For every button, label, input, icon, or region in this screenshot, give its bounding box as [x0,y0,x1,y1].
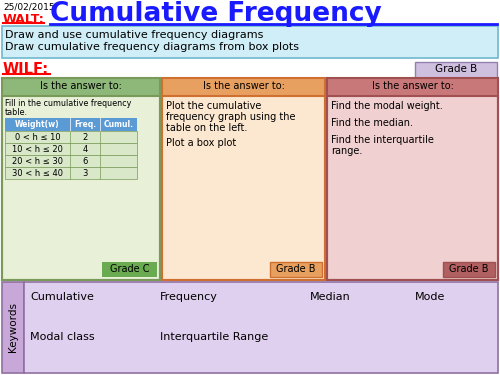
Bar [327,78,498,280]
Bar [5,143,137,155]
Text: Freq.: Freq. [74,120,96,129]
Text: Is the answer to:: Is the answer to: [372,81,454,91]
Bar [2,282,24,373]
Bar [2,26,498,58]
Text: WALT:: WALT: [3,13,45,26]
Bar [270,262,322,277]
Text: Keywords: Keywords [8,303,18,352]
Text: Cumulative: Cumulative [30,292,94,302]
Text: 6: 6 [82,157,87,166]
Text: Find the modal weight.: Find the modal weight. [331,101,443,111]
Bar [327,78,498,96]
Bar [162,78,325,96]
Bar [102,262,157,277]
Text: Cumul.: Cumul. [104,120,134,129]
Bar [24,282,498,373]
Bar [5,155,137,167]
Text: Interquartile Range: Interquartile Range [160,333,268,342]
Text: Is the answer to:: Is the answer to: [40,81,122,91]
Text: table.: table. [5,108,28,117]
Bar [2,78,160,96]
Text: 20 < h ≤ 30: 20 < h ≤ 30 [12,157,63,166]
Text: 2: 2 [82,133,87,142]
Bar [5,118,137,131]
Text: 10 < h ≤ 20: 10 < h ≤ 20 [12,145,63,154]
Text: Draw cumulative frequency diagrams from box plots: Draw cumulative frequency diagrams from … [5,42,299,52]
Bar [415,62,497,79]
Text: 0 < h ≤ 10: 0 < h ≤ 10 [14,133,60,142]
Text: Weight(w): Weight(w) [15,120,60,129]
Text: Find the interquartile: Find the interquartile [331,135,434,145]
Text: frequency graph using the: frequency graph using the [166,112,296,122]
Text: Frequency: Frequency [160,292,218,302]
Text: 30 < h ≤ 40: 30 < h ≤ 40 [12,169,63,178]
Text: Is the answer to:: Is the answer to: [202,81,284,91]
Text: Grade B: Grade B [435,64,477,74]
Text: 3: 3 [82,169,87,178]
Text: Find the median.: Find the median. [331,118,413,128]
Text: Median: Median [310,292,351,302]
Text: Fill in the cumulative frequency: Fill in the cumulative frequency [5,99,132,108]
Text: Grade B: Grade B [449,264,489,274]
Text: range.: range. [331,146,362,156]
Text: Modal class: Modal class [30,333,94,342]
Text: 4: 4 [82,145,87,154]
Bar [443,262,495,277]
Text: Draw and use cumulative frequency diagrams: Draw and use cumulative frequency diagra… [5,30,264,40]
Text: Plot a box plot: Plot a box plot [166,138,236,148]
Bar [2,78,160,280]
Bar [2,96,160,280]
Text: WILF:: WILF: [3,62,49,77]
Bar [5,131,137,143]
Text: Cumulative Frequency: Cumulative Frequency [50,1,382,27]
Text: table on the left.: table on the left. [166,123,248,133]
Bar [327,96,498,280]
Text: Mode: Mode [415,292,446,302]
Text: 25/02/2015: 25/02/2015 [3,2,54,11]
Bar [5,167,137,179]
Text: Grade C: Grade C [110,264,149,274]
Text: Grade B: Grade B [276,264,316,274]
Text: Plot the cumulative: Plot the cumulative [166,101,262,111]
Bar [162,78,325,280]
Bar [162,96,325,280]
